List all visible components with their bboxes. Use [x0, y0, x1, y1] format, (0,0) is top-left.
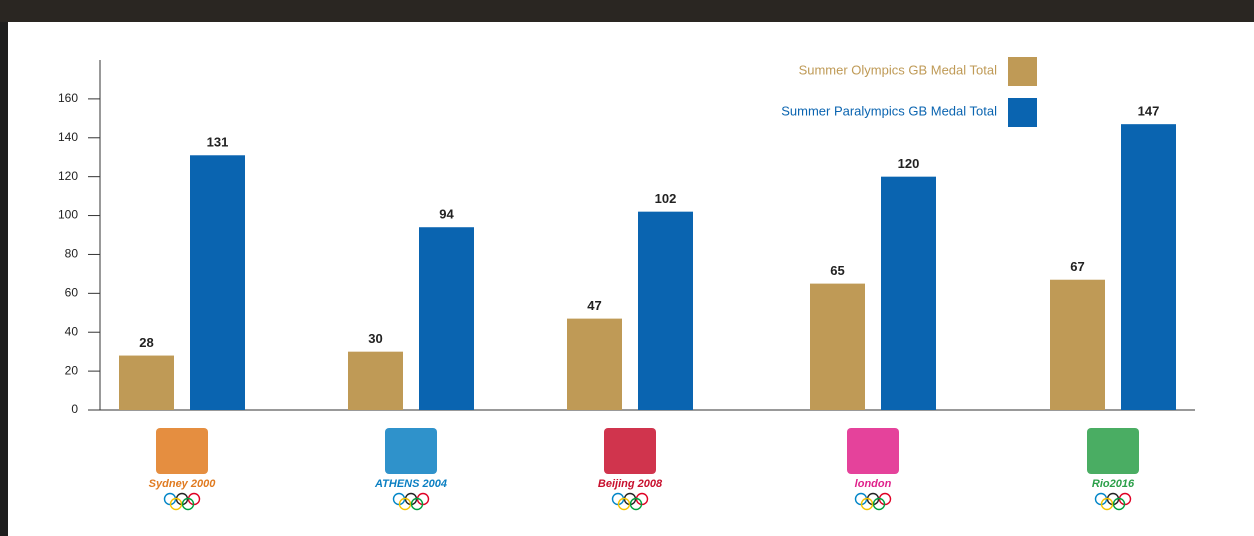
y-tick-label: 0 — [71, 402, 78, 416]
host-logo: Sydney 2000 — [149, 428, 217, 511]
y-tick-label: 60 — [65, 286, 79, 300]
value-label: 67 — [1070, 259, 1084, 274]
logo-emblem — [1087, 428, 1139, 474]
olympic-ring — [398, 497, 412, 511]
value-label: 131 — [207, 135, 229, 150]
olympic-ring — [617, 497, 631, 511]
logo-emblem — [604, 428, 656, 474]
value-label: 65 — [830, 263, 844, 278]
y-tick-label: 120 — [58, 169, 78, 183]
host-logo: Rio2016 — [1087, 428, 1139, 511]
olympic-ring — [629, 497, 643, 511]
value-label: 94 — [439, 207, 454, 222]
olympic-ring — [169, 497, 183, 511]
bar — [419, 227, 474, 410]
bar — [881, 176, 936, 410]
bar — [190, 155, 245, 410]
bar — [119, 355, 174, 410]
olympic-ring — [1112, 497, 1126, 511]
category-label: Beijing 2008 — [598, 478, 663, 490]
category-label: ATHENS 2004 — [374, 478, 447, 490]
value-label: 147 — [1138, 104, 1160, 119]
host-logo: ATHENS 2004 — [374, 428, 447, 511]
olympic-ring — [860, 497, 874, 511]
logo-emblem — [847, 428, 899, 474]
value-label: 30 — [368, 331, 382, 346]
bar — [348, 351, 403, 410]
value-label: 102 — [655, 191, 677, 206]
value-label: 47 — [587, 298, 601, 313]
host-logo: london — [847, 428, 899, 511]
y-tick-label: 160 — [58, 91, 78, 105]
olympic-ring — [1100, 497, 1114, 511]
legend-label: Summer Olympics GB Medal Total — [799, 62, 998, 77]
bar — [810, 283, 865, 410]
olympic-ring — [410, 497, 424, 511]
y-tick-label: 100 — [58, 208, 78, 222]
y-tick-label: 20 — [65, 363, 79, 377]
bar — [567, 318, 622, 410]
legend-swatch — [1008, 57, 1037, 86]
legend-label: Summer Paralympics GB Medal Total — [781, 103, 997, 118]
legend-swatch — [1008, 98, 1037, 127]
y-tick-label: 80 — [65, 247, 79, 261]
category-label: london — [855, 478, 892, 490]
bar — [1121, 124, 1176, 411]
host-logo: Beijing 2008 — [598, 428, 663, 511]
bar — [638, 211, 693, 410]
y-tick-label: 140 — [58, 130, 78, 144]
value-label: 120 — [898, 156, 920, 171]
chart: 0 20 40 60 80 100 120 140 160 28 131 Sydney 2000 30 9… — [58, 57, 1195, 511]
category-label: Rio2016 — [1092, 478, 1135, 490]
y-tick-label: 40 — [65, 324, 79, 338]
logo-emblem — [385, 428, 437, 474]
logo-emblem — [156, 428, 208, 474]
top-strip — [0, 0, 1254, 22]
olympic-ring — [872, 497, 886, 511]
category-label: Sydney 2000 — [149, 478, 217, 490]
bar — [1050, 279, 1105, 410]
olympic-ring — [181, 497, 195, 511]
value-label: 28 — [139, 335, 153, 350]
